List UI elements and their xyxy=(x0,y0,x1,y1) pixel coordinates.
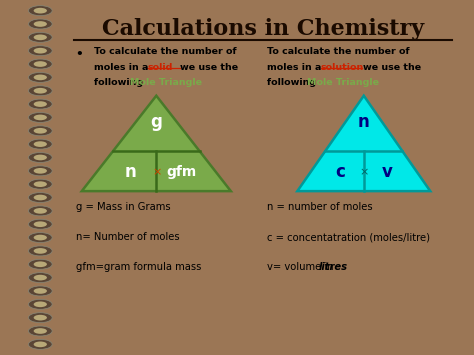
Text: n= Number of moles: n= Number of moles xyxy=(76,232,179,242)
Text: n: n xyxy=(124,163,136,181)
Text: following: following xyxy=(94,77,146,87)
Text: solution: solution xyxy=(321,62,364,72)
Polygon shape xyxy=(82,96,231,191)
Text: n = number of moles: n = number of moles xyxy=(267,202,373,213)
Text: v: v xyxy=(382,163,392,181)
Text: To calculate the number of: To calculate the number of xyxy=(94,47,237,56)
Text: Calculations in Chemistry: Calculations in Chemistry xyxy=(102,18,424,40)
Text: v= volume in: v= volume in xyxy=(267,262,337,273)
Text: following: following xyxy=(267,77,319,87)
Text: moles in a: moles in a xyxy=(267,62,325,72)
Text: ×: × xyxy=(359,167,369,177)
Text: Mole Triangle: Mole Triangle xyxy=(130,77,202,87)
Text: moles in a: moles in a xyxy=(94,62,152,72)
Text: g: g xyxy=(150,114,162,131)
Text: Mole Triangle: Mole Triangle xyxy=(307,77,379,87)
Text: g = Mass in Grams: g = Mass in Grams xyxy=(76,202,170,213)
Polygon shape xyxy=(297,96,430,191)
Text: To calculate the number of: To calculate the number of xyxy=(267,47,410,56)
Text: we use the: we use the xyxy=(181,62,238,72)
Text: c = concentatration (moles/litre): c = concentatration (moles/litre) xyxy=(267,232,430,242)
Text: n: n xyxy=(358,114,370,131)
Text: c: c xyxy=(336,163,346,181)
Text: •: • xyxy=(76,48,83,61)
Text: ×: × xyxy=(152,167,161,177)
Text: gfm=gram formula mass: gfm=gram formula mass xyxy=(76,262,201,273)
Text: gfm: gfm xyxy=(166,165,196,179)
Text: we use the: we use the xyxy=(363,62,421,72)
Text: solid: solid xyxy=(147,62,173,72)
Text: litres: litres xyxy=(319,262,348,273)
